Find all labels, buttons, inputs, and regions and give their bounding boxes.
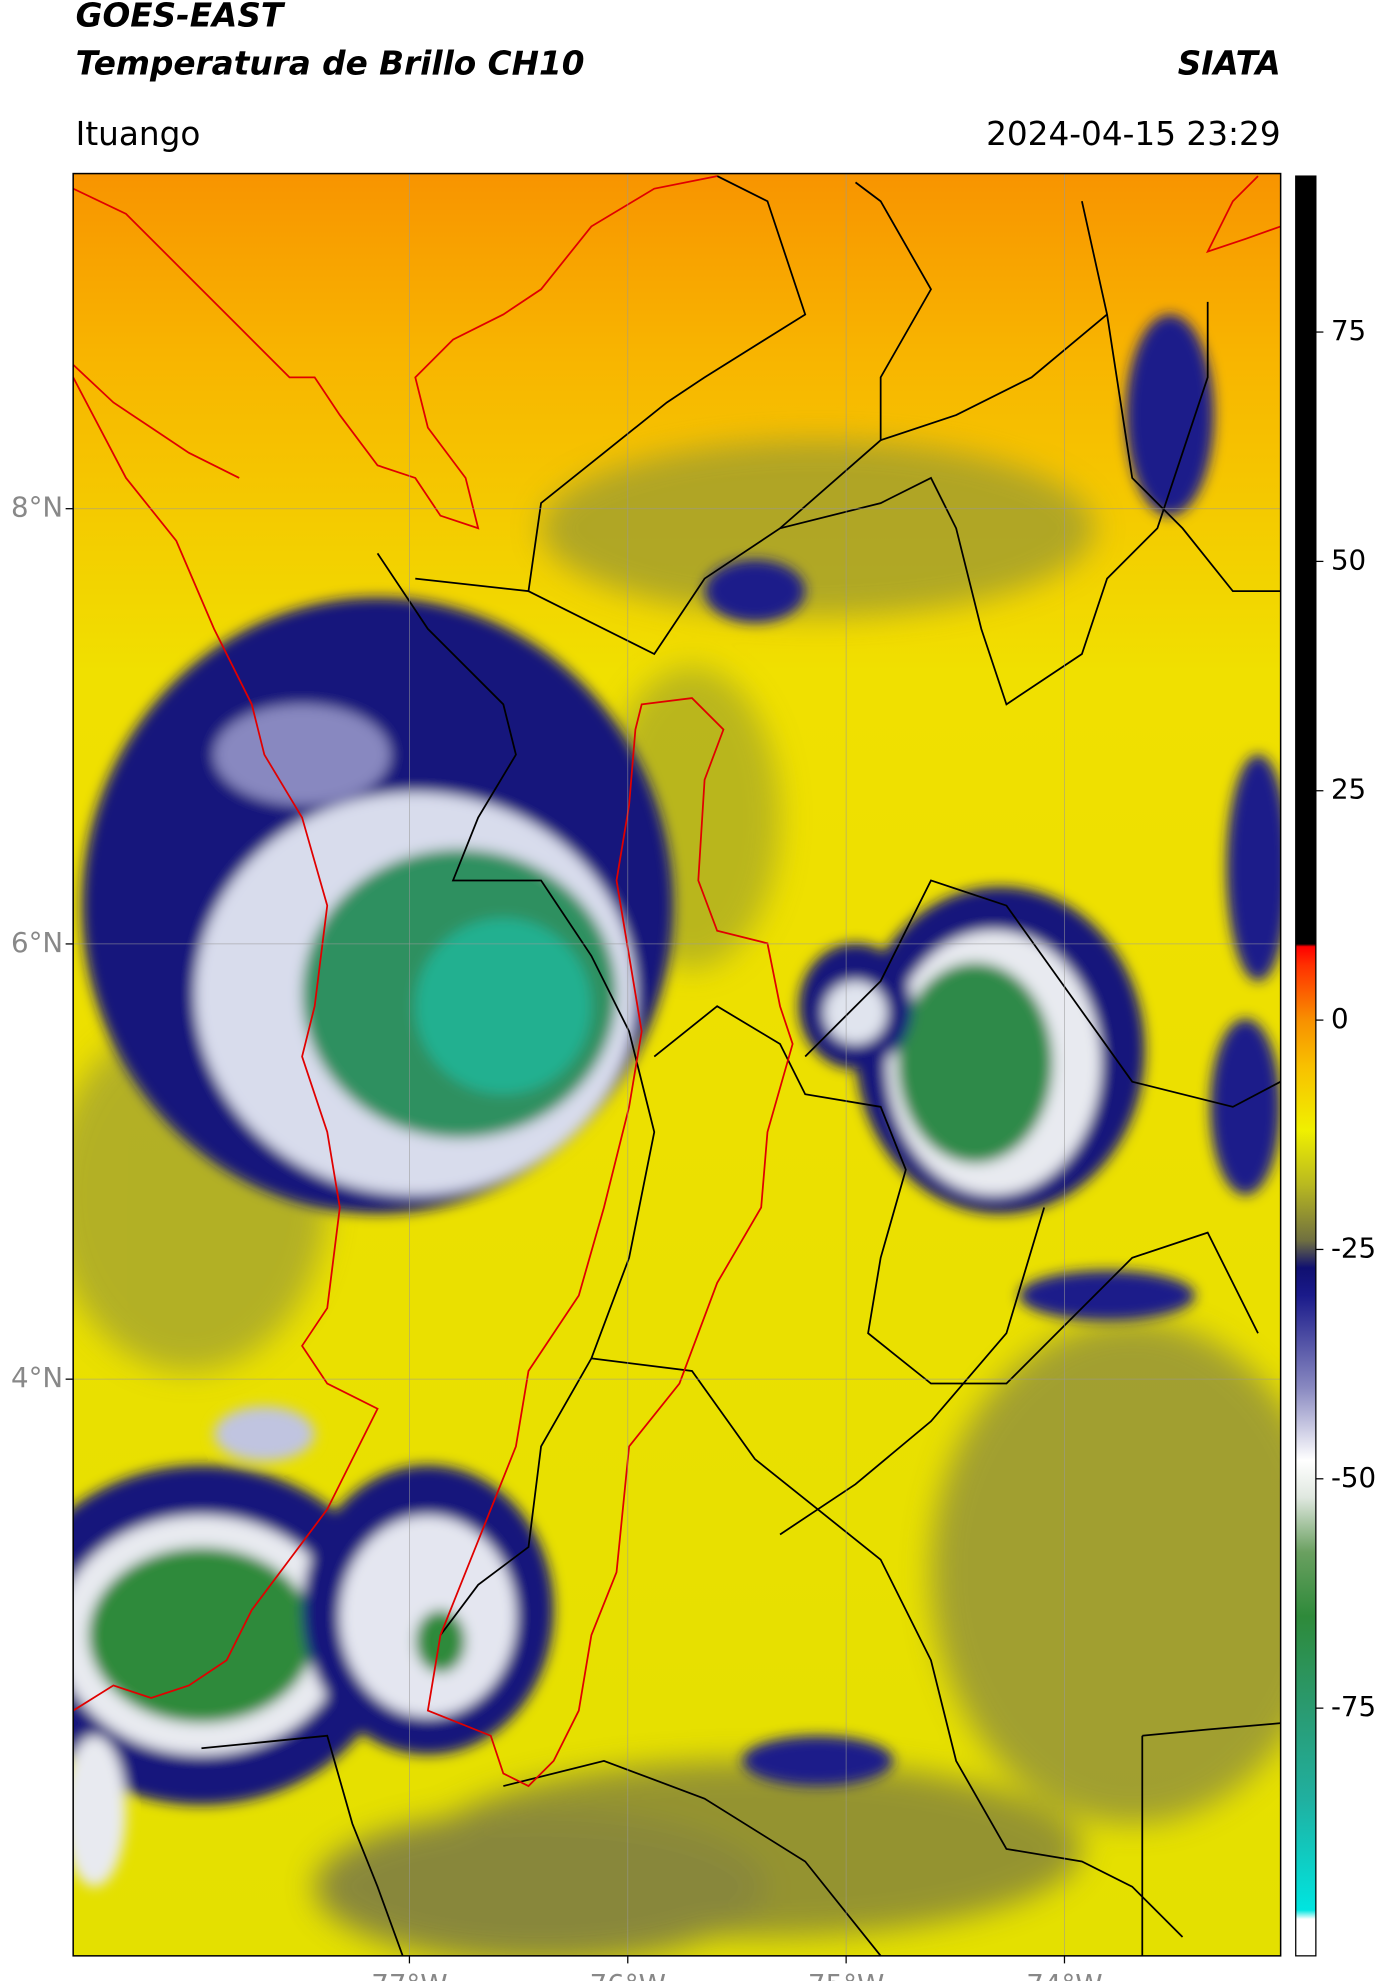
colorbar-tick-label: -75: [1331, 1690, 1376, 1723]
x-tick-label: 76°W: [590, 1968, 666, 1981]
y-tick-label: 8°N: [11, 491, 63, 524]
colorbar-tick-label: 50: [1331, 543, 1366, 576]
map-frame: [72, 172, 1282, 1957]
location: Ituango: [76, 115, 201, 153]
graticule: [73, 173, 1281, 1956]
colorbar-tick-label: 75: [1331, 314, 1366, 347]
title: GOES-EAST: [76, 0, 286, 35]
x-tick-label: 75°W: [808, 1968, 884, 1981]
agency: SIATA: [1178, 44, 1281, 82]
timestamp: 2024-04-15 23:29: [986, 115, 1281, 153]
colorbar-tick-label: 0: [1331, 1002, 1349, 1035]
colorbar: 75 50 25 0 -25 -50 -75: [1295, 175, 1376, 1957]
colorbar-fill: [1295, 175, 1317, 1957]
x-tick-label: 74°W: [1026, 1968, 1102, 1981]
colorbar-tick-label: -50: [1331, 1461, 1376, 1494]
subtitle: Temperatura de Brillo CH10: [76, 44, 585, 82]
x-tick-label: 77°W: [371, 1968, 447, 1981]
colorbar-tick-label: -25: [1331, 1231, 1376, 1264]
y-tick-label: 4°N: [11, 1361, 63, 1394]
colorbar-tick-label: 25: [1331, 773, 1366, 806]
satellite-image: [73, 173, 1281, 1956]
y-tick-label: 6°N: [11, 926, 63, 959]
